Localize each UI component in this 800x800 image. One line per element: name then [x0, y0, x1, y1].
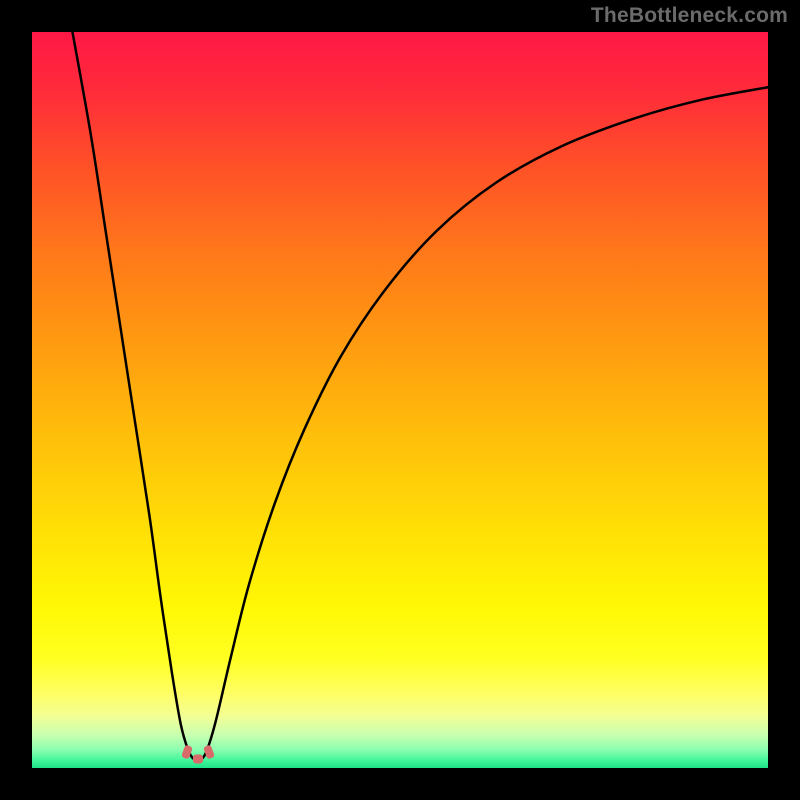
valley-marker: [193, 755, 203, 764]
plot-area: [32, 32, 768, 768]
curve-line: [32, 32, 768, 768]
watermark-text: TheBottleneck.com: [591, 4, 788, 28]
chart-container: TheBottleneck.com: [0, 0, 800, 800]
